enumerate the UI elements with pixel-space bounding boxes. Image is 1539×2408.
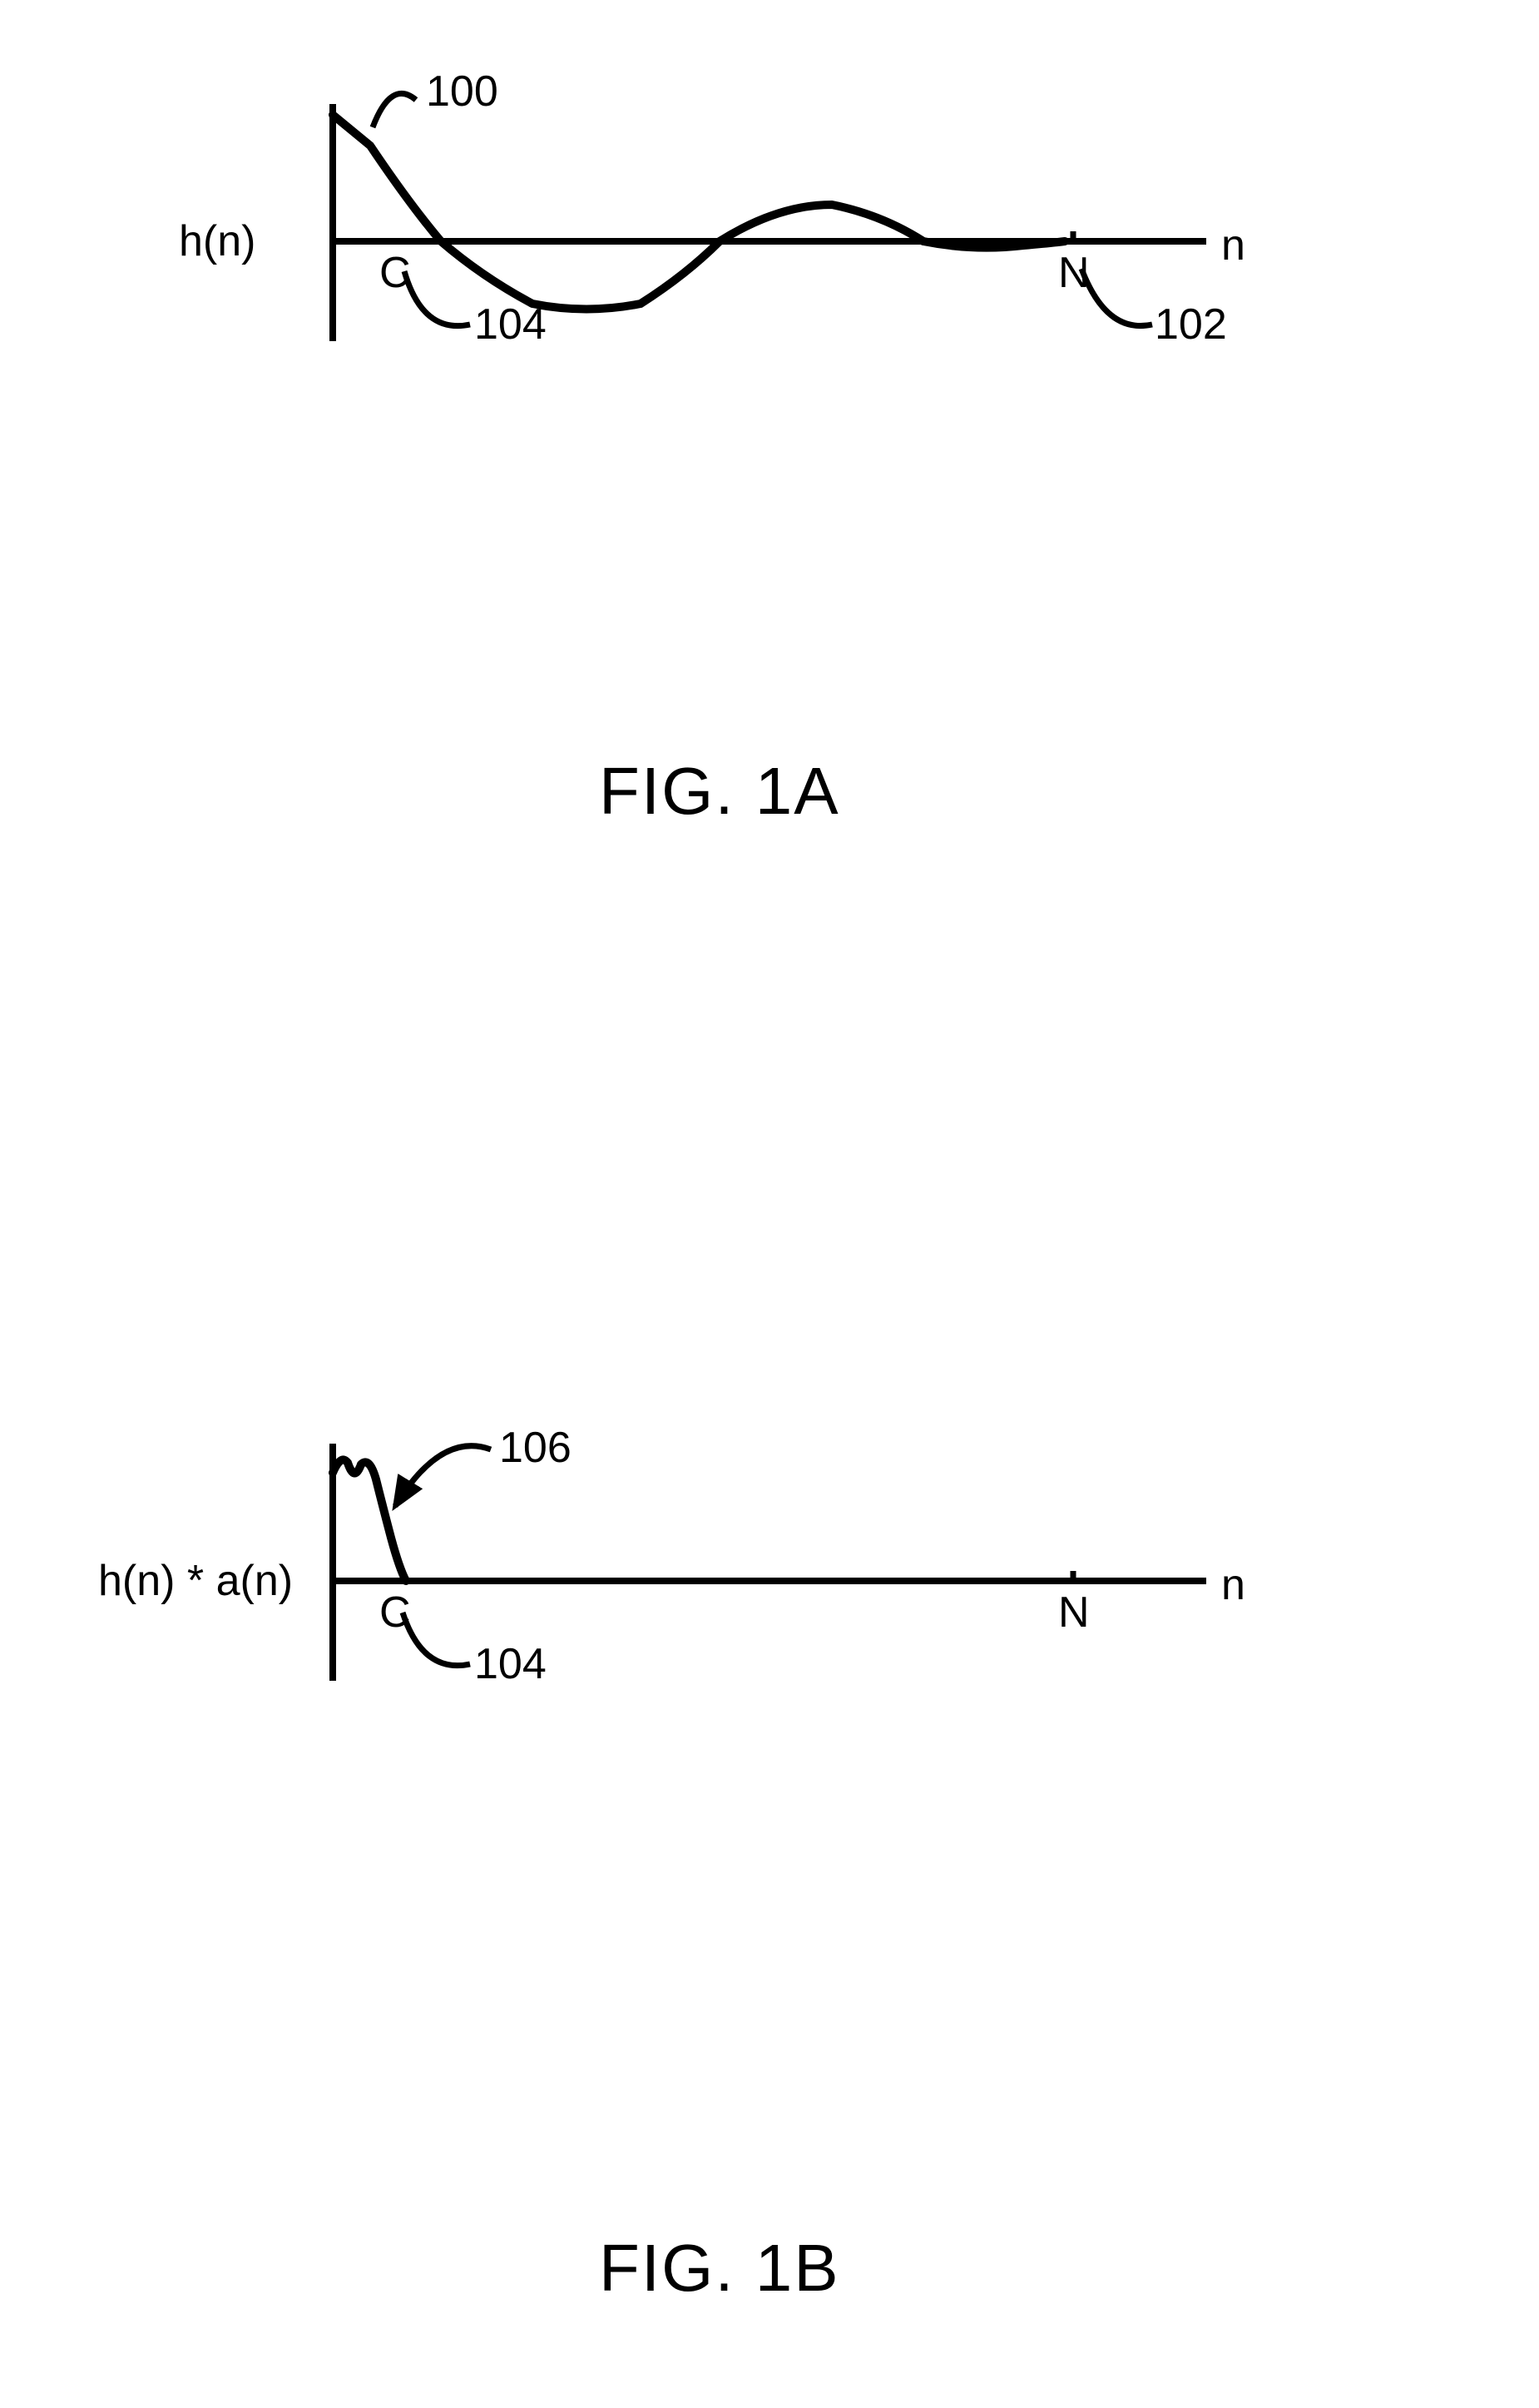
fig-b-ref-106: 106 bbox=[499, 1423, 572, 1473]
fig-a-curve-100 bbox=[333, 115, 1065, 310]
figure-1b: h(n) * a(n) n C N 106 104 bbox=[0, 1373, 1414, 1789]
fig-b-curve-106 bbox=[333, 1459, 406, 1581]
fig-b-leader-104 bbox=[403, 1613, 470, 1666]
fig-b-y-label: h(n) * a(n) bbox=[98, 1556, 293, 1606]
fig-b-tick-c: C bbox=[379, 1588, 411, 1638]
fig-a-tick-c: C bbox=[379, 248, 411, 298]
fig-a-leader-100 bbox=[373, 93, 416, 127]
fig-a-tick-n: N bbox=[1058, 248, 1090, 298]
fig-a-leader-104 bbox=[404, 271, 470, 326]
fig-a-y-label: h(n) bbox=[179, 216, 255, 266]
fig-b-tick-n: N bbox=[1058, 1588, 1090, 1638]
fig-a-x-label: n bbox=[1221, 220, 1245, 270]
page: h(n) n C N 100 102 104 FIG. 1A bbox=[0, 0, 1539, 2408]
fig-a-leader-102 bbox=[1081, 269, 1152, 326]
fig-a-ref-102: 102 bbox=[1155, 300, 1227, 349]
fig-a-ref-100: 100 bbox=[426, 67, 498, 116]
fig-b-leader-106 bbox=[395, 1446, 491, 1506]
fig-a-caption: FIG. 1A bbox=[599, 753, 840, 830]
fig-b-x-label: n bbox=[1221, 1560, 1245, 1610]
fig-b-ref-104: 104 bbox=[474, 1639, 547, 1689]
fig-a-ref-104: 104 bbox=[474, 300, 547, 349]
figure-1a: h(n) n C N 100 102 104 bbox=[0, 33, 1414, 449]
fig-b-caption: FIG. 1B bbox=[599, 2230, 840, 2306]
